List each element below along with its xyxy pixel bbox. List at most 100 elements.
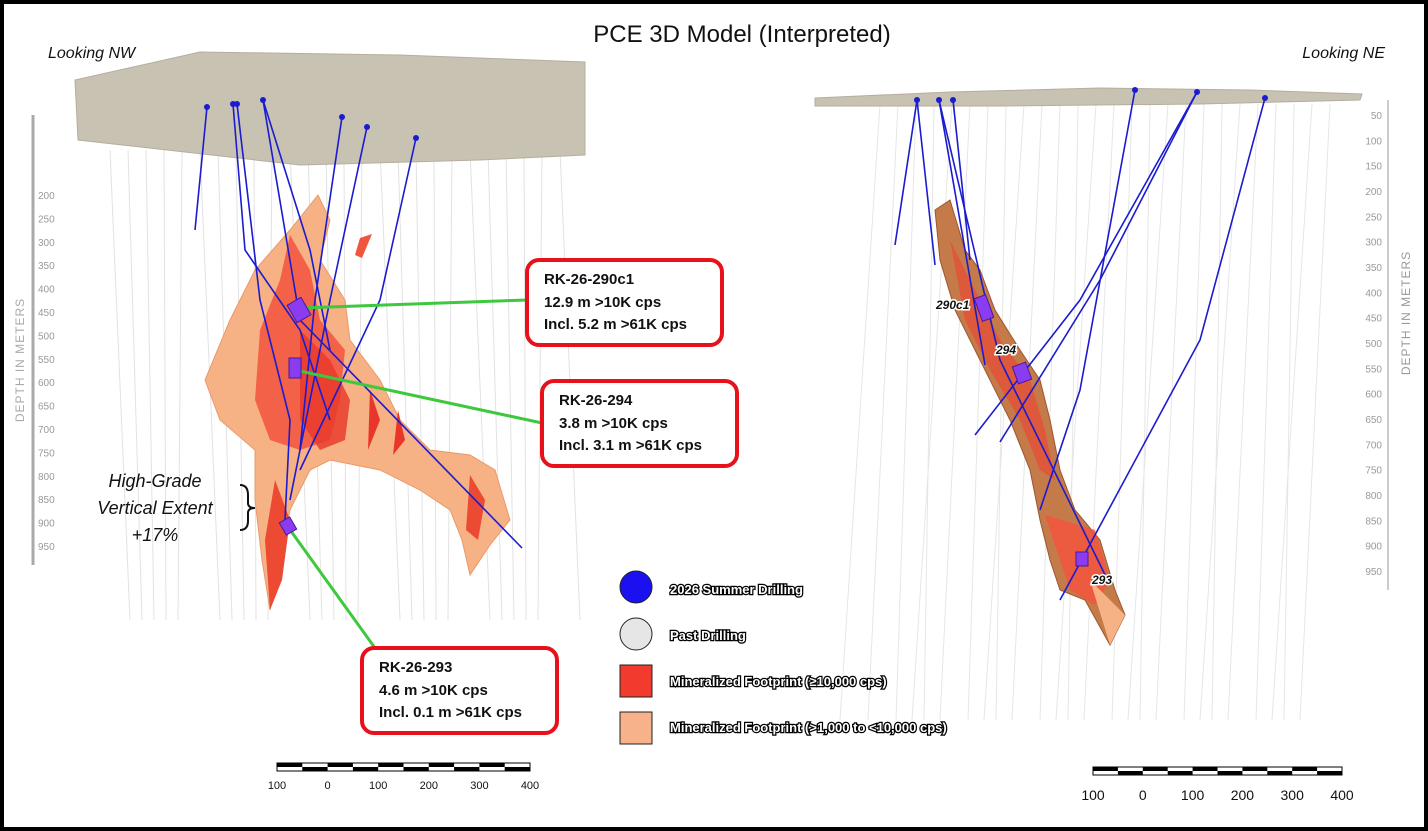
scale-label: 0: [1139, 787, 1147, 803]
scale-label: 100: [1181, 787, 1205, 803]
depth-tick-label: 250: [38, 214, 55, 225]
title: PCE 3D Model (Interpreted): [593, 21, 890, 48]
past-drill-trace: [983, 103, 1025, 721]
scale-segment: [403, 767, 429, 771]
past-drill-trace: [1211, 103, 1223, 721]
view-label: Looking NW: [48, 45, 137, 62]
scale-segment: [504, 767, 530, 771]
callout-hole: RK-26-294: [559, 392, 633, 409]
footprint-low: [1090, 580, 1125, 645]
collars: [914, 87, 1268, 103]
depth-tick-label: 500: [1365, 339, 1382, 350]
scale-label: 400: [1330, 787, 1354, 803]
terrain: [74, 51, 586, 166]
callout-line: 12.9 m >10K cps: [544, 294, 661, 311]
scale-segment: [277, 763, 303, 767]
past-drill-trace: [1299, 103, 1331, 721]
annotation: High-Grade: [108, 471, 201, 491]
hole-label: 290c1: [935, 298, 970, 312]
scale-label: 200: [420, 780, 438, 792]
scale-label: 400: [521, 780, 539, 792]
legend-swatch: [619, 617, 653, 651]
depth-tick-label: 950: [38, 542, 55, 553]
intercepts: [973, 294, 1089, 567]
scale-segment: [1117, 771, 1143, 775]
intercepts: [278, 296, 312, 536]
past-drill-trace: [487, 149, 503, 621]
footprint-high: [300, 330, 350, 450]
callout-hole: RK-26-290c1: [544, 271, 634, 288]
depth-tick-label: 200: [38, 191, 55, 202]
legend-swatch: [619, 570, 653, 604]
depth-tick-label: 750: [38, 448, 55, 459]
depth-tick-label: 350: [38, 261, 55, 272]
scale-segment: [428, 763, 455, 767]
depth-tick-label: 950: [1365, 567, 1382, 578]
leader-lines: [286, 298, 543, 649]
scale-label: 300: [470, 780, 488, 792]
past-drill-trace: [1271, 103, 1313, 721]
legend-label: Past Drilling: [670, 628, 746, 643]
past-drill-trace: [1155, 103, 1187, 721]
depth-tick-label: 650: [1365, 415, 1382, 426]
annotation: Vertical Extent: [97, 498, 213, 518]
scale-segment: [1267, 771, 1293, 775]
scale-segment: [1317, 771, 1342, 775]
past-drill-trace: [505, 149, 515, 621]
depth-tick-label: 100: [1365, 136, 1382, 147]
depth-tick-label: 600: [1365, 390, 1382, 401]
callout-hole: RK-26-293: [379, 659, 452, 676]
depth-tick-label: 400: [38, 285, 55, 296]
depth-tick-label: 850: [1365, 516, 1382, 527]
annotation: +17%: [132, 525, 179, 545]
depth-tick-label: 550: [38, 355, 55, 366]
legend: 2026 Summer Drilling Past Drilling Miner…: [619, 570, 948, 745]
hole-label: 294: [995, 343, 1016, 357]
past-drill-trace: [995, 103, 1007, 721]
past-drill-trace: [415, 149, 425, 621]
past-drill-trace: [537, 149, 543, 621]
depth-tick-label: 450: [38, 308, 55, 319]
legend-swatch: [619, 664, 653, 698]
scale-segment: [1093, 767, 1118, 771]
drill-holes-right: [894, 89, 1266, 601]
depth-tick-label: 900: [1365, 542, 1382, 553]
depth-tick-label: 200: [1365, 187, 1382, 198]
past-drill-trace: [109, 149, 131, 621]
past-drill-trace: [839, 103, 881, 721]
scale-label: 0: [325, 780, 331, 792]
footprint-high: [393, 410, 405, 455]
past-drill-trace: [177, 149, 183, 621]
scale-segment: [1167, 771, 1193, 775]
scale-label: 200: [1231, 787, 1255, 803]
past-drill-trace: [447, 149, 453, 621]
brace: [239, 484, 256, 531]
hole-label: 293: [1091, 573, 1112, 587]
past-drill-trace: [867, 103, 899, 721]
callout-box: [360, 646, 559, 735]
depth-tick-label: 750: [1365, 466, 1382, 477]
scale-segment: [378, 763, 404, 767]
footprint-high: [265, 480, 290, 610]
footprint-high: [466, 475, 485, 540]
scale-segment: [1192, 767, 1218, 771]
legend-swatch: [619, 711, 653, 745]
depth-tick-label: 800: [1365, 491, 1382, 502]
past-drill-trace: [127, 149, 143, 621]
past-drill-trace: [379, 149, 401, 621]
scale-label: 100: [268, 780, 286, 792]
past-drill-trace: [1255, 103, 1277, 721]
scale-segment: [352, 767, 379, 771]
depth-tick-label: 650: [38, 402, 55, 413]
past-drill-trace: [1055, 103, 1097, 721]
past-drill-trace: [1127, 103, 1169, 721]
callout-line: 4.6 m >10K cps: [379, 682, 488, 699]
callout-line: Incl. 0.1 m >61K cps: [379, 704, 522, 721]
depth-tick-label: 450: [1365, 314, 1382, 325]
scale-segment: [327, 763, 353, 767]
past-drill-trace: [1227, 103, 1259, 721]
depth-tick-label: 150: [1365, 162, 1382, 173]
past-drill-trace: [433, 149, 437, 621]
depth-tick-label: 500: [38, 331, 55, 342]
